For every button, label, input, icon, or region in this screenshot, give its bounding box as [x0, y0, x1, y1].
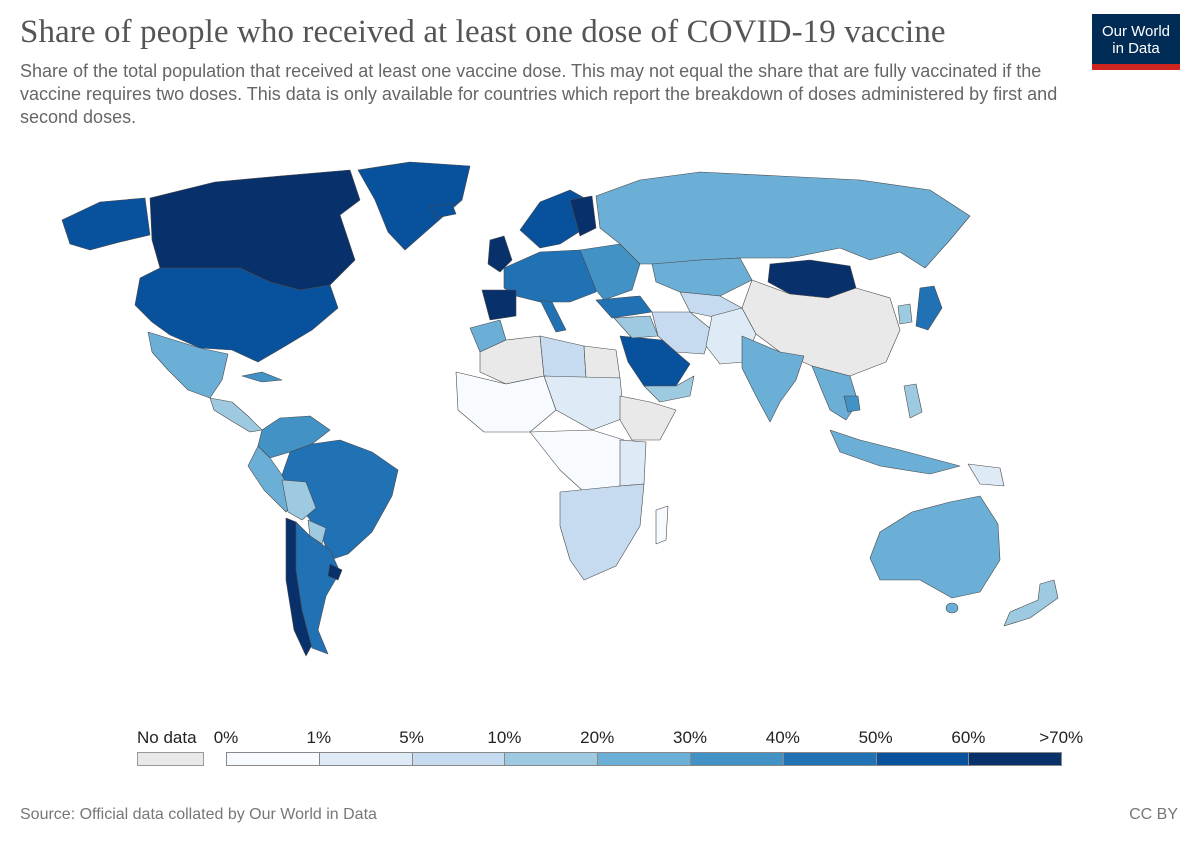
chart-title: Share of people who received at least on… — [20, 14, 946, 50]
country-tasmania[interactable] — [945, 602, 959, 614]
legend-tick-label: 1% — [306, 728, 332, 747]
country-turkey[interactable] — [595, 295, 653, 319]
country-philippines[interactable] — [903, 383, 923, 419]
legend-swatch[interactable] — [690, 752, 784, 766]
country-russia[interactable] — [595, 171, 971, 269]
legend-swatch[interactable] — [782, 752, 877, 766]
country-paraguay[interactable] — [307, 519, 327, 545]
legend-swatch[interactable] — [318, 752, 413, 766]
logo-line-1: Our World — [1101, 23, 1171, 40]
country-cambodia[interactable] — [843, 395, 861, 413]
legend-swatch[interactable] — [504, 752, 599, 766]
legend-swatch[interactable] — [875, 752, 970, 766]
country-madagascar[interactable] — [655, 505, 669, 545]
legend-tick-label: 0% — [213, 728, 239, 747]
country-usa[interactable] — [134, 267, 339, 363]
logo-accent-bar — [1092, 64, 1180, 70]
country-iberia[interactable] — [481, 289, 517, 321]
country-iraq-syria[interactable] — [613, 315, 659, 339]
country-uruguay[interactable] — [327, 563, 343, 581]
country-malaysia-indonesia[interactable] — [829, 429, 961, 475]
legend-tick-label: 10% — [487, 728, 522, 747]
country-argentina[interactable] — [295, 521, 341, 655]
country-india[interactable] — [741, 335, 805, 423]
chart-subtitle: Share of the total population that recei… — [20, 61, 1058, 127]
owid-logo[interactable]: Our World in Data — [1092, 14, 1180, 70]
country-australia[interactable] — [869, 495, 1001, 599]
country-japan[interactable] — [915, 285, 943, 331]
world-map[interactable] — [0, 140, 1200, 700]
country-korea[interactable] — [897, 303, 913, 325]
country-libya[interactable] — [539, 335, 587, 379]
country-alaska[interactable] — [61, 197, 151, 251]
country-central-africa[interactable] — [529, 429, 625, 493]
country-greenland[interactable] — [357, 161, 471, 251]
country-southern-africa[interactable] — [559, 483, 645, 581]
country-sudan-chad[interactable] — [543, 375, 625, 431]
legend-tick-label: >70% — [1039, 728, 1084, 747]
legend-swatch[interactable] — [968, 752, 1063, 766]
country-central-america[interactable] — [209, 397, 263, 433]
country-png[interactable] — [967, 463, 1005, 487]
legend-swatch[interactable] — [411, 752, 506, 766]
country-kazakhstan[interactable] — [651, 257, 753, 297]
country-uk-ireland[interactable] — [487, 235, 513, 273]
legend-swatch[interactable] — [597, 752, 691, 766]
legend-no-data-swatch[interactable] — [137, 752, 204, 766]
country-yemen-oman[interactable] — [643, 375, 695, 403]
legend-tick-label: 40% — [765, 728, 800, 747]
legend-swatch[interactable] — [226, 752, 320, 766]
country-finland[interactable] — [569, 195, 597, 237]
logo-line-2: in Data — [1112, 40, 1160, 57]
license-link[interactable]: CC BY — [1129, 806, 1178, 823]
country-iceland[interactable] — [429, 203, 457, 219]
country-italy[interactable] — [539, 299, 567, 333]
legend-tick-label: 50% — [858, 728, 893, 747]
country-bolivia[interactable] — [281, 479, 317, 521]
country-west-africa[interactable] — [455, 371, 557, 433]
country-cuba[interactable] — [241, 371, 283, 383]
legend-tick-label: 30% — [672, 728, 708, 747]
legend-tick-label: 5% — [399, 728, 424, 747]
legend-no-data-label: No data — [137, 728, 197, 747]
country-egypt[interactable] — [583, 345, 621, 379]
legend-tick-label: 20% — [580, 728, 615, 747]
legend-tick-label: 60% — [951, 728, 986, 747]
country-new-zealand[interactable] — [1003, 579, 1059, 627]
source-note[interactable]: Source: Official data collated by Our Wo… — [20, 806, 377, 823]
country-ethiopia-somalia[interactable] — [619, 395, 677, 441]
color-legend: No data 0% 1% 5% 10% 20% 30% 40% 50% 60% >70% — [0, 720, 1200, 780]
country-east-africa[interactable] — [619, 439, 647, 487]
